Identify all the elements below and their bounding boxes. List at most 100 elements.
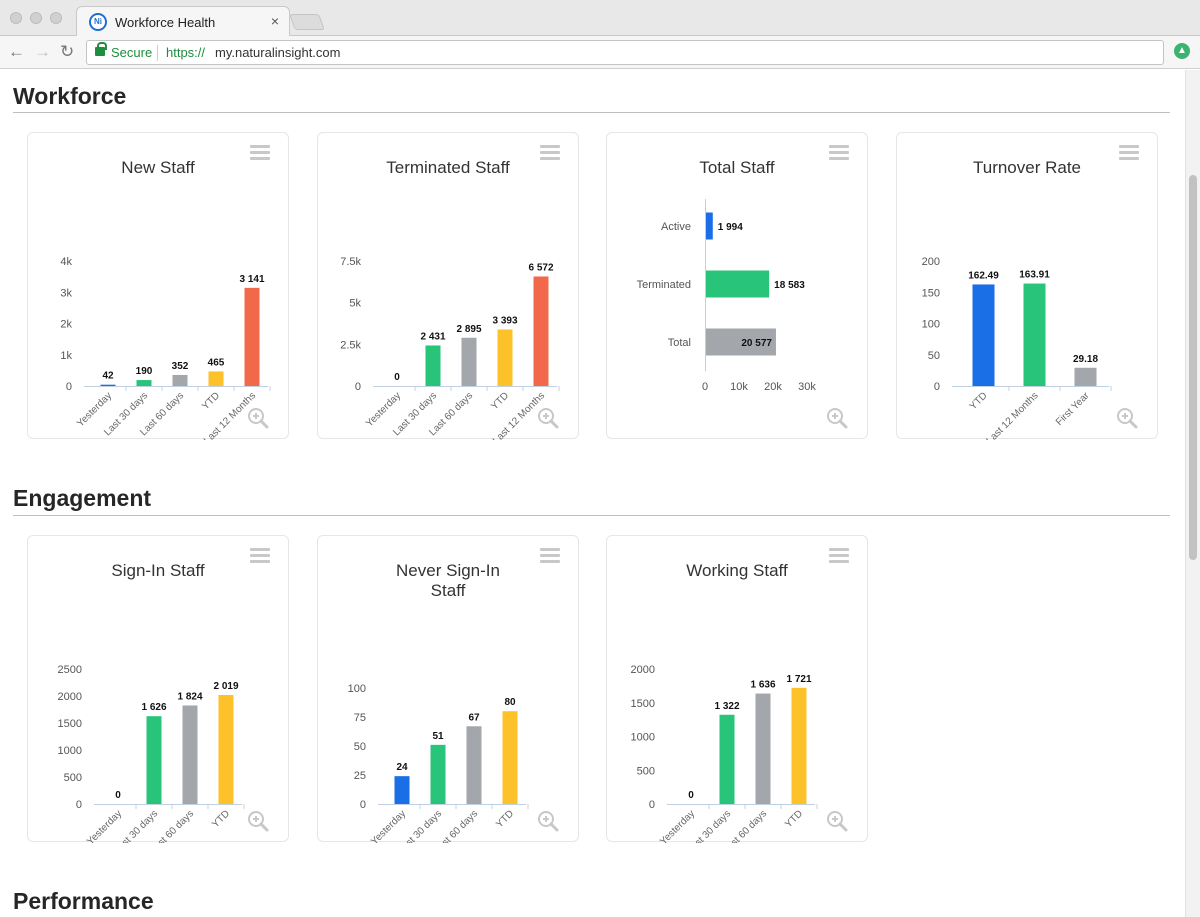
- y-tick-label: 4k: [60, 256, 72, 268]
- chart-title-line: Sign-In Staff: [111, 561, 205, 580]
- bar[interactable]: [972, 284, 995, 386]
- bar[interactable]: [182, 705, 198, 804]
- chart-card: Never Sign-In Staff 0 25 50 75 100 24 Yesterday 5…: [317, 535, 579, 843]
- y-tick-label: 1000: [631, 732, 655, 744]
- y-tick-label: 200: [922, 256, 940, 268]
- bar[interactable]: [146, 716, 162, 804]
- bar[interactable]: [461, 337, 477, 386]
- close-window-dot[interactable]: [10, 12, 22, 24]
- chart-title-line: Never Sign-In: [396, 561, 500, 580]
- x-tick-label: Last 12 Months: [984, 390, 1040, 440]
- zoom-in-icon[interactable]: [246, 406, 270, 430]
- x-tick-label: 0: [702, 381, 708, 393]
- lock-icon: [95, 42, 107, 56]
- bar[interactable]: [706, 212, 713, 240]
- hamburger-menu-icon[interactable]: [250, 145, 270, 161]
- bar[interactable]: [791, 687, 807, 804]
- bar-value-label: 2 019: [213, 681, 238, 692]
- bar-value-label: 18 583: [774, 280, 805, 291]
- hamburger-menu-icon[interactable]: [1119, 145, 1139, 161]
- y-tick-label: 5k: [349, 298, 361, 310]
- hamburger-menu-icon[interactable]: [829, 548, 849, 564]
- y-tick-label: 0: [649, 799, 655, 811]
- address-bar[interactable]: Secure https:// my.naturalinsight.com: [86, 40, 1164, 65]
- hamburger-menu-icon[interactable]: [829, 145, 849, 161]
- bar[interactable]: [394, 776, 410, 804]
- x-tick-label: 30k: [798, 381, 816, 393]
- zoom-in-icon[interactable]: [246, 809, 270, 833]
- hamburger-menu-icon[interactable]: [540, 145, 560, 161]
- zoom-in-icon[interactable]: [1115, 406, 1139, 430]
- forward-arrow-icon[interactable]: →: [34, 42, 51, 61]
- chart-title: Working Staff: [607, 561, 867, 581]
- bar[interactable]: [502, 711, 518, 804]
- bar-value-label: 29.18: [1073, 354, 1098, 365]
- bar[interactable]: [706, 328, 776, 356]
- y-tick-label: 25: [354, 770, 366, 782]
- vertical-scrollbar[interactable]: [1185, 70, 1200, 917]
- bar[interactable]: [425, 345, 441, 386]
- y-tick-label: 7.5k: [340, 256, 361, 268]
- y-tick-label: 100: [348, 683, 366, 695]
- reload-icon[interactable]: ↻: [60, 42, 75, 61]
- zoom-in-icon[interactable]: [825, 406, 849, 430]
- site-favicon-icon: Ni: [89, 13, 107, 31]
- chart-title: New Staff: [28, 158, 288, 178]
- y-tick-label: 2k: [60, 319, 72, 331]
- bar[interactable]: [430, 744, 446, 804]
- chart-card: Turnover Rate 0 50 100 150 200 162.49 YTD 163.91…: [896, 132, 1158, 440]
- y-tick-label: 50: [928, 350, 940, 362]
- secure-label: Secure: [111, 45, 153, 60]
- bar[interactable]: [218, 694, 234, 804]
- hamburger-menu-icon[interactable]: [540, 548, 560, 564]
- chart-title: Total Staff: [607, 158, 867, 178]
- y-tick-label: 500: [64, 772, 82, 784]
- bar-value-label: 51: [432, 731, 444, 742]
- bar[interactable]: [1023, 283, 1046, 386]
- scrollbar-thumb[interactable]: [1189, 175, 1197, 560]
- bar-value-label: 1 721: [786, 674, 811, 685]
- maximize-window-dot[interactable]: [50, 12, 62, 24]
- bar-value-label: 2 431: [420, 331, 445, 342]
- chart-title-line: Total Staff: [699, 158, 775, 177]
- chart-title: Sign-In Staff: [28, 561, 288, 581]
- bar-value-label: 352: [172, 361, 189, 372]
- bar-value-label: 1 636: [750, 680, 775, 691]
- zoom-in-icon[interactable]: [825, 809, 849, 833]
- zoom-in-icon[interactable]: [536, 809, 560, 833]
- bar[interactable]: [244, 287, 260, 386]
- back-arrow-icon[interactable]: ←: [8, 42, 25, 61]
- bar[interactable]: [100, 384, 116, 386]
- new-tab-button[interactable]: [289, 14, 325, 30]
- bar[interactable]: [466, 726, 482, 804]
- bar[interactable]: [136, 380, 152, 386]
- bar[interactable]: [533, 276, 549, 386]
- bar[interactable]: [1074, 367, 1097, 386]
- chart-card: New Staff 0 1k 2k 3k 4k 42 Yesterday 190 Last 30 …: [27, 132, 289, 440]
- browser-tab[interactable]: Ni Workforce Health ×: [76, 6, 290, 37]
- extension-icon[interactable]: ▲: [1174, 43, 1190, 59]
- bar-value-label: 0: [688, 790, 694, 801]
- bar[interactable]: [755, 693, 771, 804]
- chart-card: Terminated Staff 0 2.5k 5k 7.5k 0 Yesterday 2 4…: [317, 132, 579, 440]
- minimize-window-dot[interactable]: [30, 12, 42, 24]
- section-divider: [13, 515, 1170, 516]
- close-tab-icon[interactable]: ×: [270, 13, 279, 29]
- bar[interactable]: [208, 371, 224, 386]
- x-tick-label: 20k: [764, 381, 782, 393]
- x-tick-label: Yesterday: [658, 808, 697, 843]
- bar[interactable]: [706, 270, 770, 298]
- bar-value-label: 80: [504, 697, 516, 708]
- x-tick-label: YTD: [968, 390, 990, 412]
- chart-plot: 0 50 100 150 200 162.49 YTD 163.91 Last 12 Month…: [922, 256, 1112, 440]
- bar[interactable]: [497, 329, 513, 386]
- bar[interactable]: [719, 714, 735, 804]
- zoom-in-icon[interactable]: [536, 406, 560, 430]
- browser-toolbar: ← → ↻ Secure https:// my.naturalinsight.…: [0, 36, 1200, 69]
- y-tick-label: 2500: [58, 664, 82, 676]
- bar[interactable]: [172, 375, 188, 386]
- chart-title: Terminated Staff: [318, 158, 578, 178]
- y-tick-label: Total: [668, 337, 691, 349]
- hamburger-menu-icon[interactable]: [250, 548, 270, 564]
